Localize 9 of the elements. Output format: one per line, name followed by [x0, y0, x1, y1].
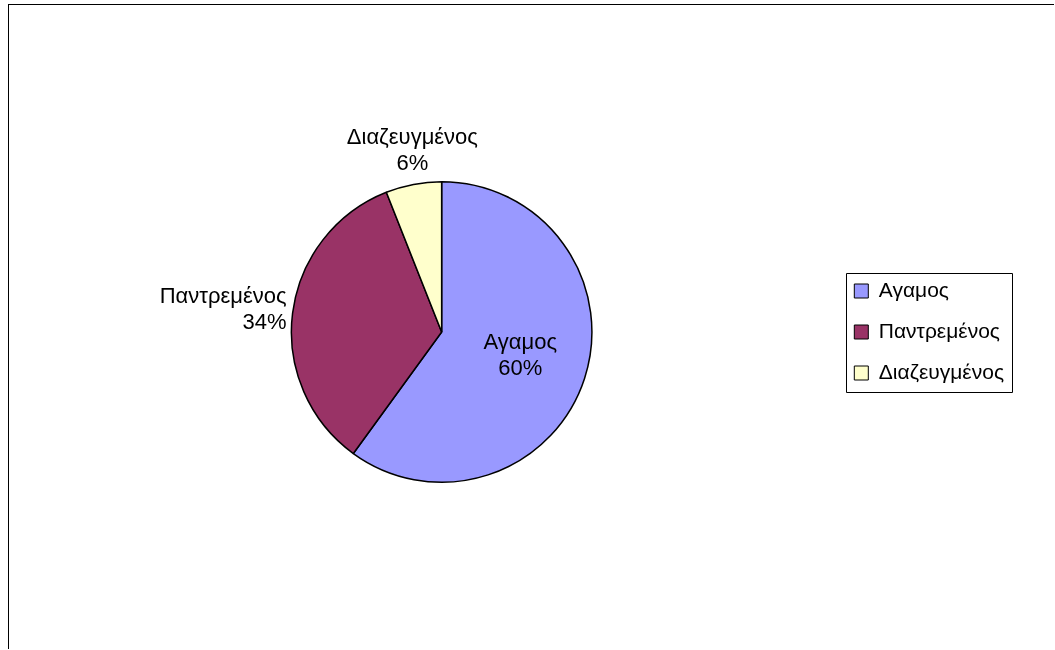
- legend-label: Διαζευγμένος: [878, 359, 1004, 383]
- legend-label: Αγαμος: [878, 277, 949, 301]
- legend-label: Παντρεμένος: [878, 318, 1000, 342]
- data-label: 60%: [498, 354, 543, 380]
- slice-label: Διαζευγμένος: [346, 123, 478, 149]
- slice-label: Αγαμος: [483, 328, 557, 354]
- slice-label: Παντρεμένος: [159, 283, 287, 309]
- data-label: 6%: [396, 149, 429, 175]
- data-label: 34%: [242, 309, 287, 335]
